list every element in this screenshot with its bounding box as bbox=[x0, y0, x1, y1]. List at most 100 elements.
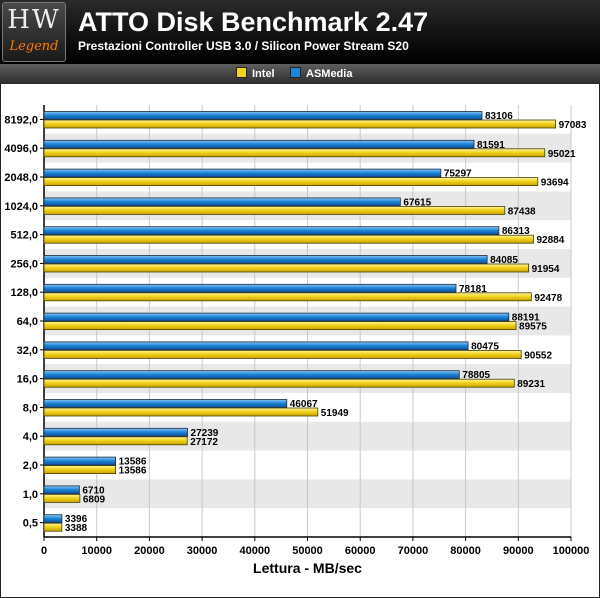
bar-intel-1-0 bbox=[43, 493, 81, 503]
y-tick-label-8-0: 8,0 bbox=[23, 402, 38, 414]
bar-intel-256-0 bbox=[43, 263, 529, 273]
bar-intel-8192-0 bbox=[43, 119, 557, 129]
y-tick-label-2-0: 2,0 bbox=[23, 460, 38, 472]
value-label-intel-64-0: 89575 bbox=[519, 322, 547, 333]
bar-asmedia-8192-0 bbox=[43, 111, 483, 120]
legend: Intel ASMedia bbox=[0, 64, 600, 84]
value-label-intel-256-0: 91954 bbox=[532, 264, 560, 275]
y-tick-label-32-0: 32,0 bbox=[17, 345, 38, 357]
x-axis-title: Lettura - MB/sec bbox=[253, 560, 362, 576]
bar-asmedia-1-0 bbox=[43, 485, 80, 495]
bar-asmedia-8-0 bbox=[43, 399, 288, 408]
value-label-intel-1-0: 6809 bbox=[83, 494, 106, 505]
value-label-asmedia-128-0: 78181 bbox=[459, 284, 487, 295]
bar-intel-4-0 bbox=[43, 436, 188, 446]
value-label-intel-2-0: 13586 bbox=[119, 466, 147, 477]
x-tick-label-60000: 60000 bbox=[345, 545, 376, 557]
logo-hw-text: HW bbox=[7, 5, 61, 35]
value-label-asmedia-512-0: 86313 bbox=[502, 226, 530, 237]
bar-asmedia-128-0 bbox=[43, 283, 457, 293]
bar-asmedia-0-5 bbox=[43, 514, 63, 524]
value-label-asmedia-2048-0: 75297 bbox=[444, 169, 472, 180]
value-label-asmedia-4-0: 27239 bbox=[191, 428, 219, 439]
value-label-asmedia-32-0: 80475 bbox=[471, 341, 499, 352]
value-label-intel-128-0: 92478 bbox=[534, 293, 562, 304]
value-label-intel-1024-0: 87438 bbox=[508, 206, 536, 217]
y-tick-label-128-0: 128,0 bbox=[10, 287, 38, 299]
legend-item-asmedia: ASMedia bbox=[290, 67, 352, 81]
value-label-asmedia-0-5: 3396 bbox=[65, 514, 88, 525]
bar-asmedia-2-0 bbox=[43, 456, 116, 466]
bar-intel-512-0 bbox=[43, 234, 534, 244]
chart-title: ATTO Disk Benchmark 2.47 bbox=[78, 7, 429, 37]
value-label-intel-32-0: 90552 bbox=[524, 350, 552, 361]
value-label-asmedia-1024-0: 67615 bbox=[403, 197, 431, 208]
x-tick-label-80000: 80000 bbox=[450, 545, 481, 557]
bar-intel-0-5 bbox=[43, 522, 63, 532]
bar-intel-2-0 bbox=[43, 465, 116, 475]
x-tick-label-10000: 10000 bbox=[81, 545, 112, 557]
value-label-intel-0-5: 3388 bbox=[65, 523, 88, 534]
value-label-asmedia-64-0: 88191 bbox=[512, 313, 540, 324]
y-tick-label-2048-0: 2048,0 bbox=[4, 172, 38, 184]
x-tick-label-90000: 90000 bbox=[503, 545, 534, 557]
value-label-intel-2048-0: 93694 bbox=[541, 178, 569, 189]
value-label-intel-4096-0: 95021 bbox=[548, 149, 576, 160]
value-label-asmedia-4096-0: 81591 bbox=[477, 140, 505, 151]
y-tick-label-4-0: 4,0 bbox=[23, 431, 38, 443]
y-tick-label-1024-0: 1024,0 bbox=[4, 201, 38, 213]
bar-intel-64-0 bbox=[43, 321, 517, 331]
bar-asmedia-256-0 bbox=[43, 255, 488, 264]
bar-asmedia-4-0 bbox=[43, 427, 188, 437]
value-label-intel-4-0: 27172 bbox=[190, 437, 218, 448]
logo-legend-text: Legend bbox=[9, 39, 59, 54]
chart-subtitle: Prestazioni Controller USB 3.0 / Silicon… bbox=[78, 39, 409, 53]
x-tick-label-0: 0 bbox=[41, 545, 47, 557]
legend-swatch-intel bbox=[236, 67, 247, 78]
x-tick-label-70000: 70000 bbox=[398, 545, 429, 557]
bar-asmedia-512-0 bbox=[43, 226, 500, 236]
value-label-intel-8-0: 51949 bbox=[321, 408, 349, 419]
y-tick-label-512-0: 512,0 bbox=[10, 230, 38, 242]
bar-asmedia-64-0 bbox=[43, 312, 510, 322]
bar-asmedia-32-0 bbox=[43, 341, 469, 351]
value-label-asmedia-8192-0: 83106 bbox=[485, 111, 513, 122]
bar-intel-4096-0 bbox=[43, 148, 546, 158]
bar-chart: 0 10000 20000 30000 40000 50000 60000 70000 8000… bbox=[4, 105, 590, 576]
bar-asmedia-2048-0 bbox=[43, 168, 442, 178]
x-tick-label-30000: 30000 bbox=[187, 545, 218, 557]
legend-label-intel: Intel bbox=[252, 68, 275, 80]
x-tick-label-40000: 40000 bbox=[240, 545, 271, 557]
legend-swatch-asmedia bbox=[290, 67, 301, 78]
bar-intel-1024-0 bbox=[43, 206, 506, 215]
y-tick-label-0-5: 0,5 bbox=[23, 518, 38, 530]
bar-asmedia-4096-0 bbox=[43, 139, 475, 149]
value-label-asmedia-16-0: 78805 bbox=[462, 370, 490, 381]
x-tick-label-100000: 100000 bbox=[553, 545, 590, 557]
bar-asmedia-1024-0 bbox=[43, 197, 401, 207]
value-label-intel-512-0: 92884 bbox=[536, 235, 564, 246]
bar-intel-32-0 bbox=[43, 349, 522, 359]
y-tick-label-8192-0: 8192,0 bbox=[4, 114, 38, 126]
value-label-intel-8192-0: 97083 bbox=[559, 120, 587, 131]
chart-header: HW Legend ATTO Disk Benchmark 2.47 Prest… bbox=[0, 0, 600, 64]
value-label-asmedia-8-0: 46067 bbox=[290, 399, 318, 410]
x-tick-label-50000: 50000 bbox=[292, 545, 323, 557]
value-label-intel-16-0: 89231 bbox=[517, 379, 545, 390]
bar-intel-128-0 bbox=[43, 292, 532, 302]
value-label-asmedia-2-0: 13586 bbox=[119, 457, 147, 468]
bar-asmedia-16-0 bbox=[43, 370, 460, 380]
hwlegend-logo: HW Legend bbox=[2, 2, 66, 62]
y-tick-label-16-0: 16,0 bbox=[17, 374, 38, 386]
legend-label-asmedia: ASMedia bbox=[306, 68, 353, 80]
bar-intel-8-0 bbox=[43, 407, 319, 417]
y-tick-label-1-0: 1,0 bbox=[23, 489, 38, 501]
bar-intel-16-0 bbox=[43, 378, 515, 388]
y-tick-label-4096-0: 4096,0 bbox=[4, 143, 38, 155]
y-tick-label-256-0: 256,0 bbox=[10, 258, 38, 270]
value-label-asmedia-256-0: 84085 bbox=[490, 255, 518, 266]
legend-item-intel: Intel bbox=[236, 67, 275, 81]
y-tick-label-64-0: 64,0 bbox=[17, 316, 38, 328]
bar-intel-2048-0 bbox=[43, 177, 539, 186]
x-tick-label-20000: 20000 bbox=[134, 545, 165, 557]
